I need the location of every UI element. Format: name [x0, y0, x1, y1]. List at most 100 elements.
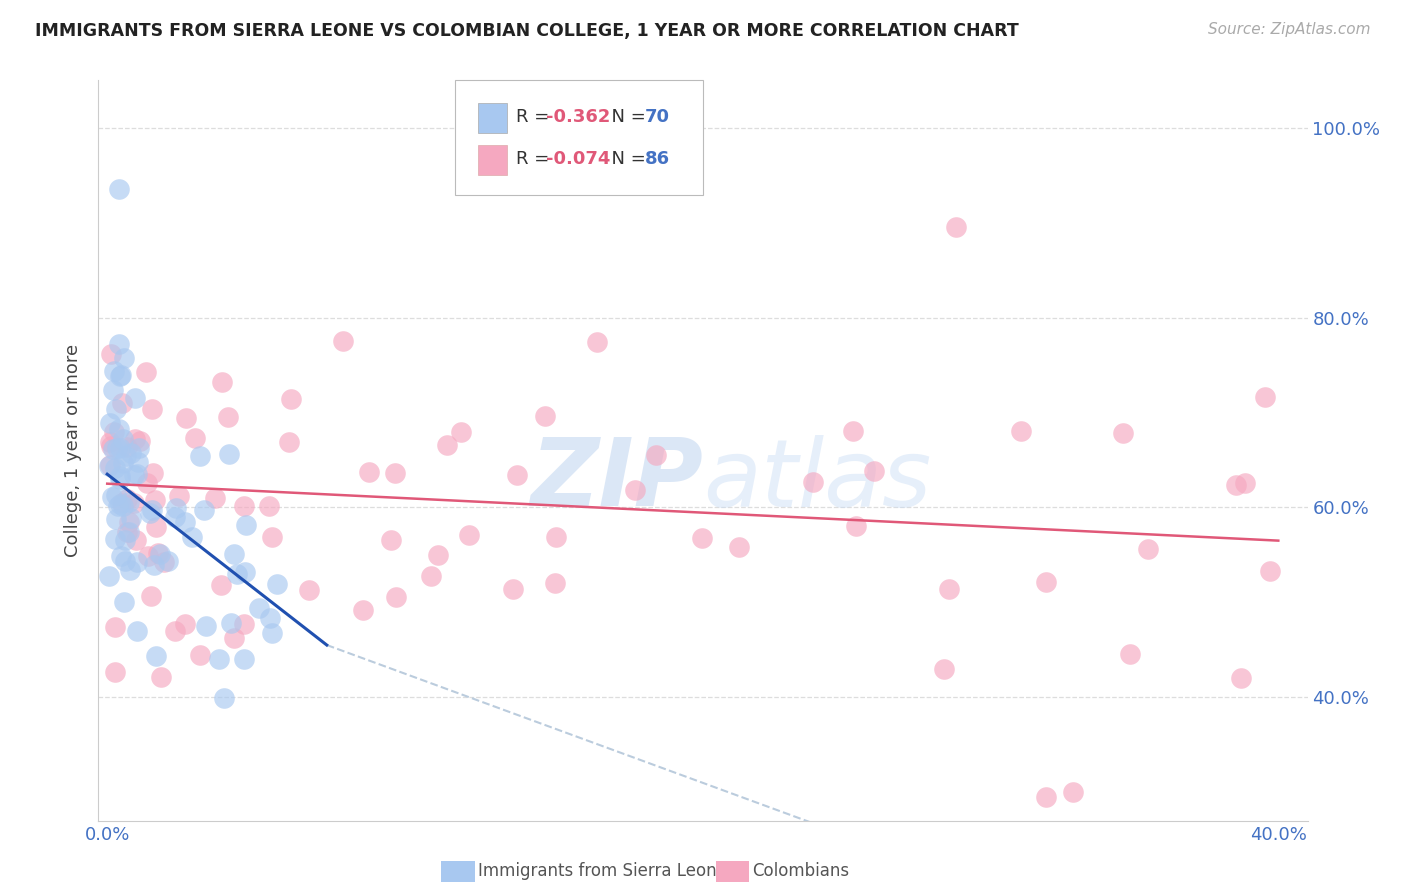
- Point: [728, 540, 751, 554]
- Point: [544, 575, 567, 590]
- Point: [506, 467, 529, 482]
- Point: [232, 499, 254, 513]
- Point: [115, 492, 138, 507]
- Point: [143, 492, 166, 507]
- Point: [110, 369, 132, 384]
- Point: [844, 519, 866, 533]
- Point: [114, 533, 136, 548]
- Point: [104, 665, 127, 679]
- Point: [863, 464, 886, 478]
- Point: [128, 442, 150, 456]
- Point: [1112, 425, 1135, 440]
- Point: [105, 402, 128, 417]
- Point: [173, 616, 195, 631]
- Point: [103, 364, 125, 378]
- Point: [426, 549, 449, 563]
- Point: [117, 524, 139, 539]
- Point: [533, 409, 555, 423]
- Point: [118, 494, 141, 508]
- Point: [163, 624, 186, 639]
- Point: [108, 336, 131, 351]
- Point: [98, 416, 121, 430]
- Point: [458, 528, 481, 542]
- Point: [332, 334, 354, 349]
- Point: [120, 510, 142, 524]
- Point: [108, 472, 131, 486]
- Point: [139, 589, 162, 603]
- Point: [1258, 564, 1281, 578]
- Point: [108, 182, 131, 196]
- Text: 70: 70: [645, 108, 671, 127]
- Point: [380, 533, 402, 547]
- Point: [219, 616, 242, 631]
- Point: [103, 425, 125, 439]
- Text: R =: R =: [516, 151, 554, 169]
- Point: [184, 431, 207, 445]
- Point: [135, 475, 157, 490]
- Point: [209, 578, 232, 592]
- Point: [115, 450, 138, 464]
- Point: [110, 368, 132, 382]
- Text: -0.074: -0.074: [546, 151, 610, 169]
- Point: [266, 576, 288, 591]
- Point: [222, 631, 245, 645]
- Point: [107, 499, 129, 513]
- Point: [180, 531, 202, 545]
- Point: [1035, 574, 1057, 589]
- Point: [110, 549, 132, 563]
- Point: [801, 475, 824, 489]
- Point: [208, 651, 231, 665]
- Point: [111, 396, 134, 410]
- Point: [262, 626, 284, 640]
- Point: [188, 449, 211, 463]
- FancyBboxPatch shape: [478, 103, 508, 133]
- Point: [153, 555, 176, 569]
- Point: [118, 515, 141, 529]
- Point: [938, 582, 960, 596]
- FancyBboxPatch shape: [456, 80, 703, 195]
- Point: [98, 458, 121, 472]
- Point: [149, 547, 172, 561]
- Point: [218, 447, 240, 461]
- Point: [110, 497, 132, 511]
- Point: [135, 366, 157, 380]
- Point: [108, 468, 131, 483]
- Point: [585, 335, 607, 350]
- Point: [100, 434, 122, 449]
- Text: atlas: atlas: [703, 434, 931, 525]
- Text: ZIP: ZIP: [530, 434, 703, 526]
- Point: [108, 442, 131, 456]
- Point: [97, 458, 120, 473]
- Point: [120, 446, 142, 460]
- Point: [1119, 647, 1142, 661]
- Point: [257, 499, 280, 513]
- Point: [259, 610, 281, 624]
- Point: [142, 467, 165, 481]
- Point: [211, 375, 233, 389]
- Point: [842, 424, 865, 438]
- Point: [127, 555, 149, 569]
- Point: [932, 662, 955, 676]
- Text: IMMIGRANTS FROM SIERRA LEONE VS COLOMBIAN COLLEGE, 1 YEAR OR MORE CORRELATION CH: IMMIGRANTS FROM SIERRA LEONE VS COLOMBIA…: [35, 22, 1019, 40]
- Point: [235, 517, 257, 532]
- Text: Immigrants from Sierra Leone: Immigrants from Sierra Leone: [478, 863, 727, 880]
- Point: [112, 351, 135, 366]
- Point: [226, 566, 249, 581]
- Point: [692, 531, 714, 545]
- Point: [195, 619, 218, 633]
- Point: [1233, 475, 1256, 490]
- Point: [127, 467, 149, 481]
- Point: [143, 558, 166, 572]
- Point: [1137, 541, 1160, 556]
- Point: [124, 533, 146, 547]
- Point: [233, 652, 256, 666]
- Point: [111, 496, 134, 510]
- Point: [104, 532, 127, 546]
- Point: [384, 466, 406, 480]
- Point: [112, 499, 135, 513]
- Point: [384, 591, 406, 605]
- Point: [127, 455, 149, 469]
- Point: [105, 441, 128, 455]
- Point: [1035, 789, 1057, 804]
- Point: [100, 439, 122, 453]
